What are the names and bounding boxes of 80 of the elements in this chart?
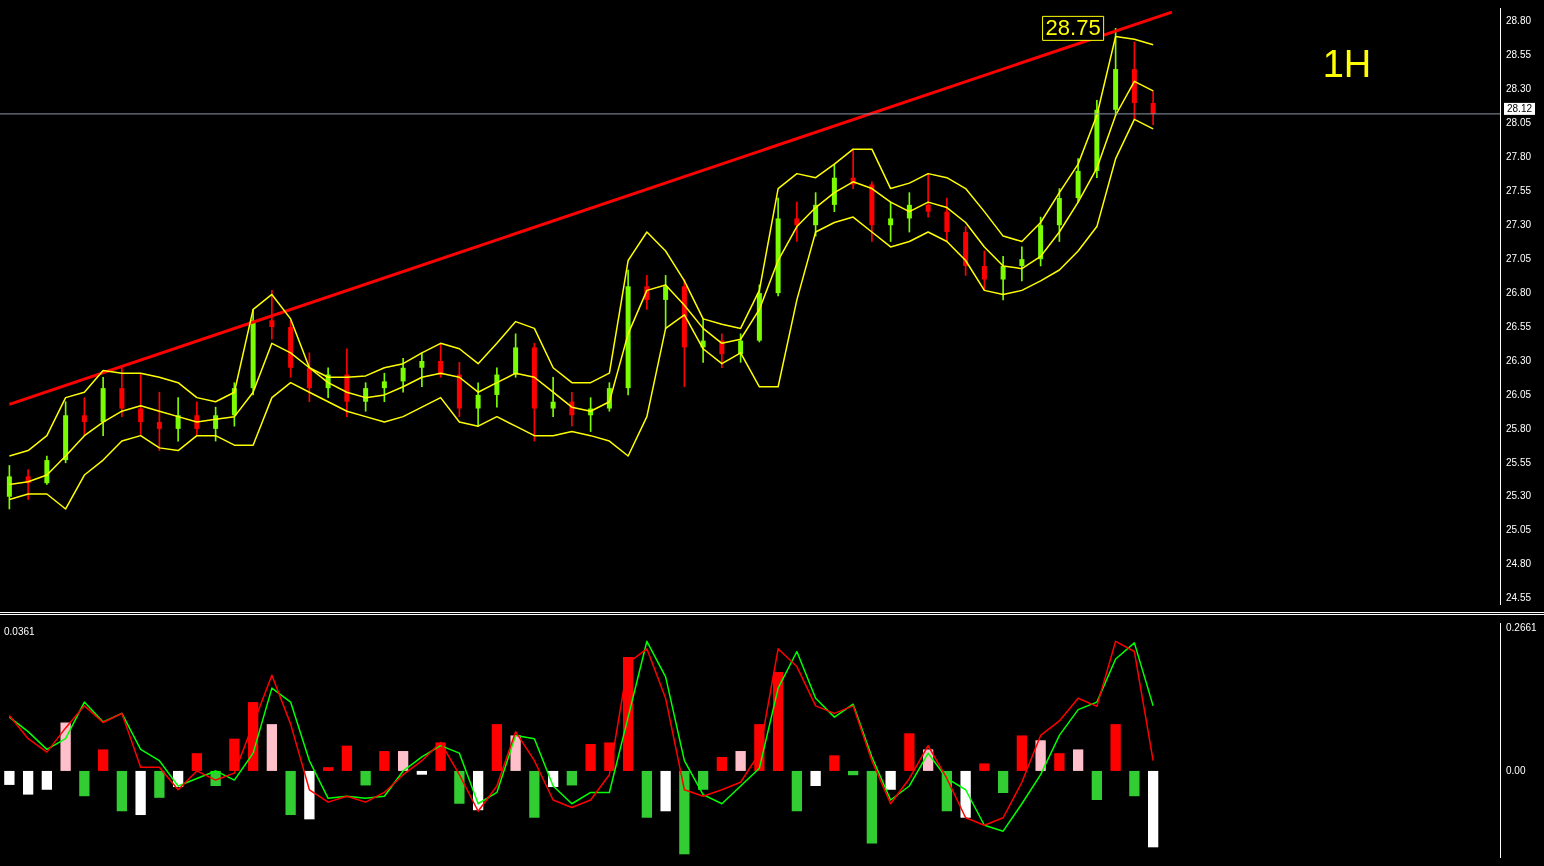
annotation: 0.0361 <box>4 625 36 637</box>
bar <box>266 724 278 771</box>
annotation: 28.75 <box>1045 15 1101 41</box>
y-tick-label: 27.30 <box>1506 218 1532 230</box>
bar <box>997 770 1009 793</box>
y-tick-label: 26.55 <box>1506 320 1532 332</box>
y-tick-label: 28.80 <box>1506 15 1532 27</box>
bar <box>735 751 746 771</box>
bar <box>154 770 165 798</box>
y-tick-label: 24.80 <box>1506 558 1532 570</box>
candlestick <box>550 376 556 417</box>
bar <box>135 770 146 816</box>
bar <box>4 770 15 785</box>
bar <box>1016 735 1028 771</box>
bar <box>772 671 784 771</box>
bar <box>191 753 203 771</box>
y-tick-label: 25.55 <box>1506 456 1532 468</box>
annotation: 1H <box>1322 43 1372 86</box>
y-tick-label: 25.05 <box>1506 524 1532 536</box>
y-tick-label: 24.55 <box>1506 592 1532 604</box>
bar <box>697 770 709 790</box>
ref-line-label: 28.12 <box>1507 102 1533 114</box>
bar <box>379 751 390 771</box>
bar <box>397 751 409 771</box>
bar <box>810 770 821 786</box>
bar <box>322 767 334 771</box>
bar <box>22 770 34 795</box>
y-tick-label: 28.30 <box>1506 83 1532 95</box>
y-tick-label: 25.30 <box>1506 490 1532 502</box>
bar <box>904 733 915 771</box>
y-tick-label: 26.80 <box>1506 286 1532 298</box>
bar <box>529 770 540 818</box>
bar <box>660 770 671 812</box>
y-tick-label: 28.05 <box>1506 117 1532 129</box>
bar <box>829 755 840 771</box>
y-tick-label: 27.55 <box>1506 185 1532 197</box>
bar <box>491 724 503 771</box>
bar <box>866 770 878 844</box>
candlestick <box>269 290 275 340</box>
bar <box>847 770 859 776</box>
bar <box>1035 740 1046 771</box>
bar <box>716 756 728 771</box>
y-tick-label: 26.30 <box>1506 354 1532 366</box>
candlestick <box>925 173 931 218</box>
bar <box>1147 770 1159 848</box>
candlestick <box>794 201 800 242</box>
bar <box>979 763 990 771</box>
bar <box>41 770 53 790</box>
bar <box>60 722 71 771</box>
y-tick-label: 28.55 <box>1506 49 1532 61</box>
bar <box>360 770 371 786</box>
y-tick-label: 0.00 <box>1506 764 1526 776</box>
y-tick-label: 26.05 <box>1506 388 1532 400</box>
y-tick-label: 25.80 <box>1506 422 1532 434</box>
bar <box>791 770 803 812</box>
bar <box>1110 724 1121 771</box>
y-tick-label: 0.2661 <box>1506 621 1538 633</box>
bar <box>1072 749 1084 771</box>
bar <box>79 770 90 797</box>
bar <box>285 770 296 816</box>
bar <box>885 770 896 790</box>
bar <box>341 745 353 771</box>
bar <box>679 770 690 855</box>
bar <box>641 770 653 818</box>
bar <box>566 770 578 786</box>
bar <box>960 770 971 818</box>
bar <box>1054 753 1065 771</box>
bar <box>1129 770 1140 797</box>
y-tick-label: 27.05 <box>1506 252 1532 264</box>
bar <box>229 738 240 771</box>
bar <box>435 742 446 771</box>
bar <box>116 770 128 812</box>
bar <box>1091 770 1103 800</box>
bar <box>604 742 615 771</box>
bar <box>585 744 596 771</box>
bar <box>97 749 109 771</box>
bar <box>416 770 428 775</box>
y-tick-label: 27.80 <box>1506 151 1532 163</box>
bar <box>304 770 315 820</box>
bar <box>454 770 465 804</box>
